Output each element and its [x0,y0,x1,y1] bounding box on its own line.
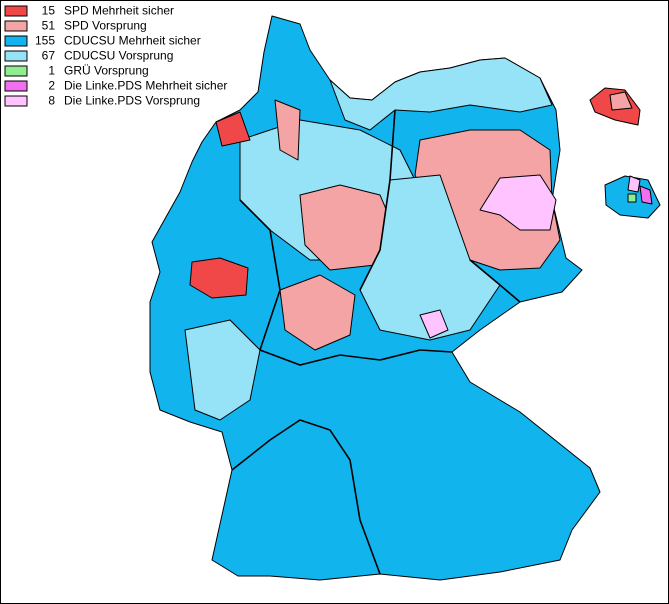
state-border [469,259,521,303]
legend-label: GRÜ Vorsprung [64,64,149,78]
legend-count: 67 [42,49,56,63]
legend-swatch [4,95,28,107]
legend-count: 2 [48,79,55,93]
berlin-inset-2 [604,175,661,219]
legend-count: 51 [42,19,56,33]
region-bremen [274,99,301,161]
state-border [239,199,281,351]
legend-swatch [4,5,28,17]
legend-label: CDUCSU Mehrheit sicher [64,34,201,48]
legend: 15 SPD Mehrheit sicher 51 SPD Vorsprung 155 C… [4,4,227,108]
region-berlin-surround [479,174,557,231]
legend-swatch [4,20,28,32]
legend-label: SPD Mehrheit sicher [64,4,174,18]
state-border [359,109,396,291]
legend-swatch [4,50,28,62]
legend-swatch [4,65,28,77]
state-border [231,419,381,575]
region-hessen-north [279,274,356,351]
legend-count: 155 [35,34,55,48]
region-north-east [329,57,553,131]
berlin-inset-1 [589,87,641,126]
inset-region [627,175,641,193]
germany-map [149,15,601,581]
legend-swatch [4,80,28,92]
legend-label: CDUCSU Vorsprung [64,49,173,63]
region-emden [215,111,251,147]
legend-swatch [4,35,28,47]
legend-label: Die Linke.PDS Vorsprung [64,94,200,108]
inset-region [609,91,633,111]
state-border [259,349,453,366]
legend-label: Die Linke.PDS Mehrheit sicher [64,79,227,93]
inset-region [627,193,637,203]
legend-label: SPD Vorsprung [64,19,147,33]
region-rhineland [184,319,261,421]
region-ruhr [189,257,249,299]
region-leipzig [419,309,449,339]
inset-region [639,185,653,205]
legend-count: 15 [42,4,56,18]
legend-count: 8 [48,94,55,108]
legend-count: 1 [48,64,55,78]
